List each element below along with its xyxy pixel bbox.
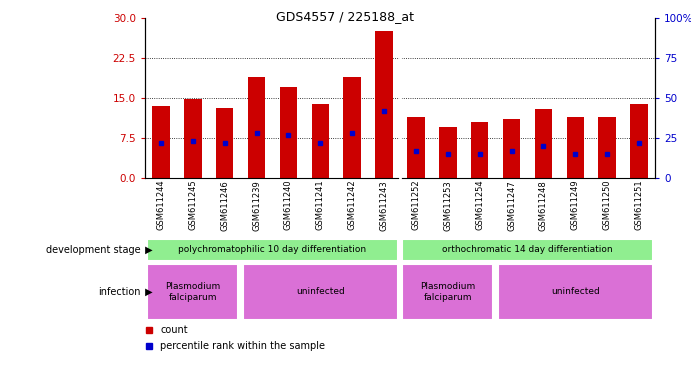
Bar xyxy=(243,264,397,320)
Text: GSM611239: GSM611239 xyxy=(252,180,261,230)
Bar xyxy=(248,77,265,178)
Text: GSM611242: GSM611242 xyxy=(348,180,357,230)
Text: GSM611246: GSM611246 xyxy=(220,180,229,230)
Text: polychromatophilic 10 day differentiation: polychromatophilic 10 day differentiatio… xyxy=(178,245,366,254)
Bar xyxy=(471,122,489,178)
Bar xyxy=(184,99,202,178)
Text: GSM611249: GSM611249 xyxy=(571,180,580,230)
Bar xyxy=(375,31,392,178)
Bar xyxy=(152,106,170,178)
Bar xyxy=(402,264,493,320)
Text: GSM611240: GSM611240 xyxy=(284,180,293,230)
Bar xyxy=(312,104,329,178)
Text: development stage: development stage xyxy=(46,245,141,255)
Bar xyxy=(407,117,425,178)
Bar xyxy=(147,264,238,320)
Bar xyxy=(498,264,652,320)
Bar xyxy=(567,117,584,178)
Text: ▶: ▶ xyxy=(142,287,153,297)
Text: GSM611252: GSM611252 xyxy=(411,180,420,230)
Bar xyxy=(439,127,457,178)
Text: GSM611243: GSM611243 xyxy=(379,180,388,230)
Bar xyxy=(630,104,648,178)
Text: Plasmodium
falciparum: Plasmodium falciparum xyxy=(420,282,475,302)
Text: percentile rank within the sample: percentile rank within the sample xyxy=(160,341,325,351)
Text: GDS4557 / 225188_at: GDS4557 / 225188_at xyxy=(276,10,415,23)
Text: count: count xyxy=(160,325,188,335)
Bar xyxy=(598,117,616,178)
Text: uninfected: uninfected xyxy=(296,288,345,296)
Text: Plasmodium
falciparum: Plasmodium falciparum xyxy=(165,282,220,302)
Bar xyxy=(280,87,297,178)
Bar xyxy=(343,77,361,178)
Bar xyxy=(402,239,652,261)
Bar xyxy=(535,109,552,178)
Text: GSM611245: GSM611245 xyxy=(189,180,198,230)
Text: GSM611254: GSM611254 xyxy=(475,180,484,230)
Text: orthochromatic 14 day differentiation: orthochromatic 14 day differentiation xyxy=(442,245,613,254)
Bar xyxy=(503,119,520,178)
Text: GSM611244: GSM611244 xyxy=(156,180,165,230)
Text: GSM611253: GSM611253 xyxy=(444,180,453,230)
Text: GSM611250: GSM611250 xyxy=(603,180,612,230)
Text: GSM611251: GSM611251 xyxy=(634,180,643,230)
Text: GSM611241: GSM611241 xyxy=(316,180,325,230)
Text: uninfected: uninfected xyxy=(551,288,600,296)
Text: ▶: ▶ xyxy=(142,245,153,255)
Text: infection: infection xyxy=(99,287,141,297)
Bar xyxy=(216,108,234,178)
Text: GSM611247: GSM611247 xyxy=(507,180,516,230)
Bar xyxy=(147,239,397,261)
Text: GSM611248: GSM611248 xyxy=(539,180,548,230)
